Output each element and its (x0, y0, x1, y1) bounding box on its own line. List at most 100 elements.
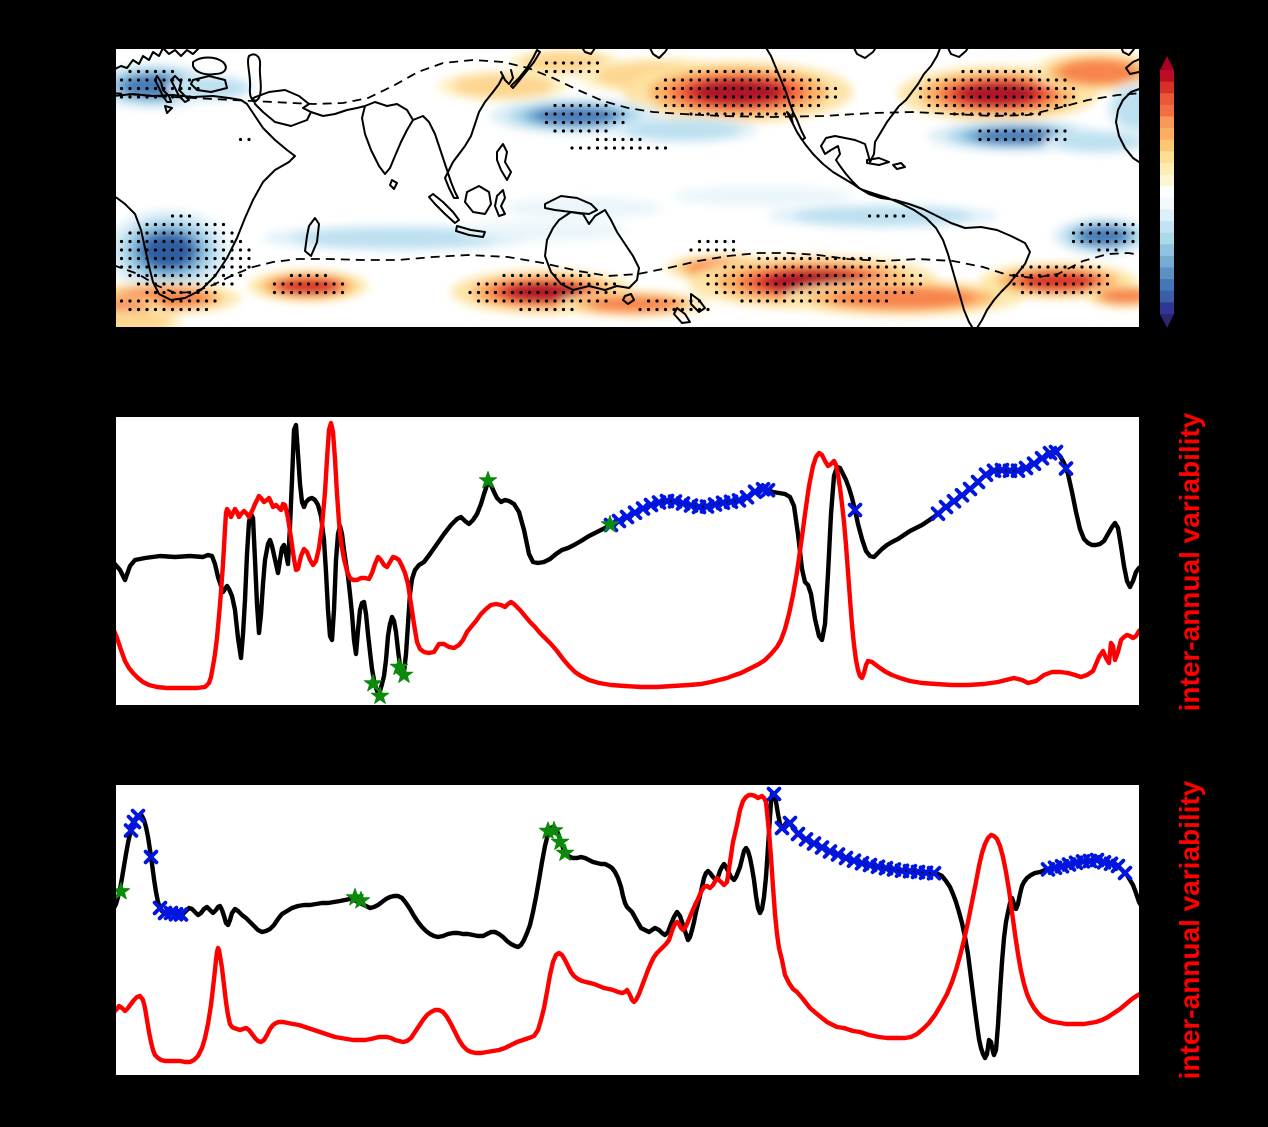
colorbar-step (1160, 174, 1174, 187)
stipple-dot (570, 112, 574, 116)
stipple-dot (816, 95, 821, 99)
stipple-dot (884, 265, 889, 269)
stipple-dot (1012, 78, 1016, 82)
stipple-dot (187, 256, 192, 261)
stipple-dot (187, 265, 192, 269)
stipple-dot (1088, 290, 1093, 295)
blue-x-marker (1018, 460, 1034, 476)
stipple-dot (621, 146, 625, 150)
coastline-hudson-bay (852, 46, 878, 59)
stipple-dot (689, 69, 693, 74)
stipple-dot (774, 112, 778, 116)
stipple-dot (553, 129, 557, 133)
stipple-dot (842, 299, 846, 303)
stipple-dot (816, 299, 821, 303)
stipple-dot (595, 282, 600, 286)
stipple-dot (1063, 86, 1067, 91)
stipple-dot (1037, 78, 1042, 82)
stipple-dot (119, 299, 124, 303)
stipple-dot (910, 273, 914, 278)
stipple-dot (765, 282, 770, 286)
stipple-dot (119, 248, 124, 252)
anomaly-blob (503, 197, 663, 219)
stipple-dot (842, 273, 846, 278)
stipple-dot (604, 299, 608, 303)
stipple-dot (731, 78, 736, 82)
stipple-dot (221, 256, 226, 261)
colorbar-step (1160, 267, 1174, 280)
stipple-dot (663, 103, 668, 108)
stipple-dot (170, 86, 175, 91)
coastline-java (455, 225, 486, 238)
stipple-dot (859, 282, 863, 286)
stipple-dot (986, 69, 991, 74)
coastline-new-guinea (544, 195, 598, 215)
stipple-dot (204, 265, 209, 269)
stipple-dot (952, 103, 957, 108)
stipple-dot (799, 265, 804, 269)
stipple-dot (1020, 282, 1025, 286)
stipple-dot (663, 307, 668, 312)
green-star-markers (113, 821, 575, 909)
stipple-dot (170, 214, 175, 218)
colorbar-step (1160, 162, 1174, 176)
stipple-dot (502, 290, 506, 295)
anomaly-blob (534, 107, 616, 125)
stipple-dot (731, 69, 736, 74)
stipple-dot (1012, 282, 1016, 286)
stipple-dot (145, 239, 149, 244)
stipple-dot (221, 239, 226, 244)
stipple-dot (145, 290, 149, 295)
stipple-dot (162, 256, 166, 261)
stipple-dot (578, 61, 583, 65)
stipple-dot (825, 282, 829, 286)
stipple-dot (740, 112, 744, 116)
stipple-dot (502, 282, 506, 286)
anomaly-blob (1100, 288, 1142, 304)
stipple-dot (1020, 103, 1025, 108)
stipple-dot (1012, 95, 1016, 99)
stipple-dot (808, 282, 812, 286)
stipple-dot (893, 265, 897, 269)
stipple-dot (119, 239, 124, 244)
stipple-dot (842, 282, 846, 286)
stipple-dot (706, 239, 710, 244)
stipple-dot (238, 248, 243, 252)
stipple-dot (1063, 265, 1067, 269)
stipple-dot (774, 265, 778, 269)
stipple-dot (204, 231, 209, 235)
stipple-dot (179, 214, 183, 218)
stipple-dot (1088, 239, 1093, 244)
stipple-dot (612, 120, 617, 125)
stipple-dot (187, 78, 192, 82)
stipple-dot (136, 239, 141, 244)
stipple-dot (893, 273, 897, 278)
stipple-dot (969, 95, 974, 99)
colorbar-step (1160, 139, 1174, 152)
stipple-dot (1020, 69, 1025, 74)
stipple-dot (1097, 273, 1101, 278)
stipple-dot (128, 273, 132, 278)
stipple-dot (706, 248, 710, 252)
stipple-dot (978, 129, 982, 133)
stipple-dot (969, 78, 974, 82)
coastline-black-sea (192, 56, 227, 76)
colorbar-bottom-arrow (1160, 314, 1174, 328)
stipple-dot (553, 69, 557, 74)
stipple-dot (952, 86, 957, 91)
stipple-dot (476, 282, 481, 286)
stipple-dot (544, 120, 549, 125)
stipple-dot (816, 273, 821, 278)
stipple-dot (748, 95, 753, 99)
anomaly-blob (1058, 59, 1138, 85)
stipple-dot (289, 282, 294, 286)
blue-x-marker (847, 502, 863, 518)
blue-x-marker (143, 849, 159, 865)
stipple-dot (740, 69, 744, 74)
stipple-dot (204, 222, 209, 227)
stipple-dot (1088, 273, 1093, 278)
stipple-dot (553, 120, 557, 125)
stipple-dot (689, 95, 693, 99)
stipple-dot (1046, 282, 1050, 286)
green-star-marker (394, 665, 414, 683)
